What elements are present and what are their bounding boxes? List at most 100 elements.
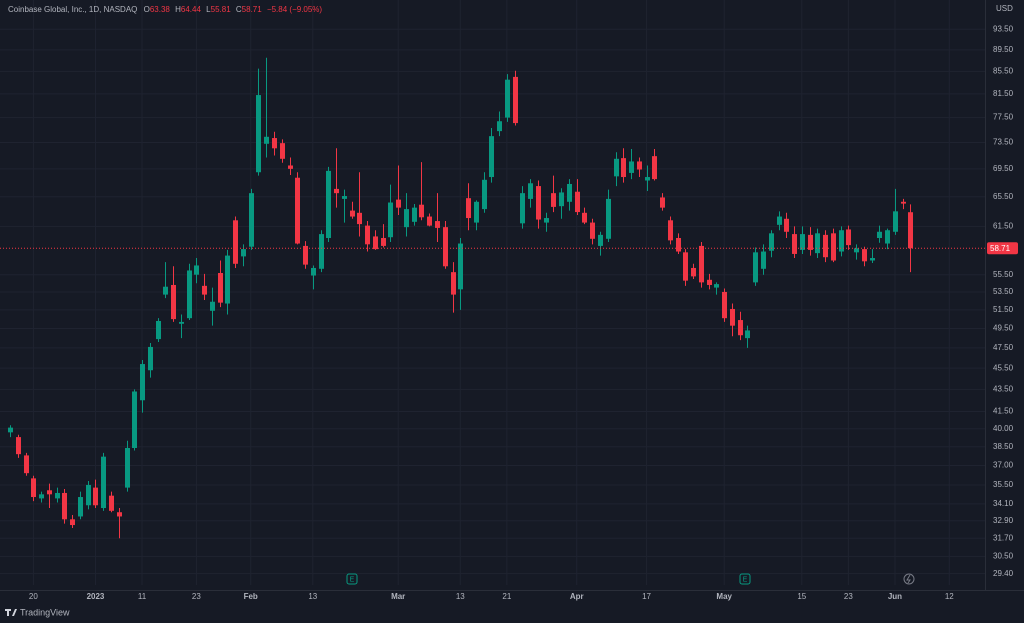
candle-body: [528, 183, 533, 199]
ohlc-value: 55.81: [211, 5, 232, 14]
candle-body: [870, 258, 875, 261]
candle-body: [551, 193, 556, 207]
candle-body: [404, 209, 409, 228]
candle-body: [815, 233, 820, 254]
y-tick-label: 93.50: [993, 24, 1014, 33]
candle-body: [179, 321, 184, 324]
candle-body: [745, 330, 750, 339]
candle-body: [784, 218, 789, 232]
change-label: −5.84 (−9.05%): [267, 5, 322, 14]
candle-body: [474, 201, 479, 223]
candle-body: [101, 456, 106, 509]
y-tick-label: 31.70: [993, 533, 1014, 542]
y-tick-label: 32.90: [993, 516, 1014, 525]
candle-body: [47, 490, 52, 495]
y-tick-label: 61.50: [993, 221, 1014, 230]
candle-body: [412, 207, 417, 222]
candle-body: [24, 455, 29, 474]
candle-body: [334, 188, 339, 194]
candle-body: [443, 227, 448, 267]
candle-body: [419, 204, 424, 218]
candle-body: [567, 183, 572, 202]
y-tick-label: 89.50: [993, 45, 1014, 54]
x-tick-label: 20: [29, 592, 38, 601]
candle-body: [497, 121, 502, 132]
candle-body: [606, 198, 611, 239]
candle-body: [78, 497, 83, 517]
event-label: E: [743, 576, 748, 583]
candle-body: [722, 291, 727, 319]
candle-body: [482, 179, 487, 210]
y-tick-label: 34.10: [993, 499, 1014, 508]
y-tick-label: 77.50: [993, 113, 1014, 122]
candle-body: [225, 255, 230, 304]
candle-body: [792, 234, 797, 254]
candle-body: [846, 229, 851, 246]
candle-body: [466, 198, 471, 219]
candle-body: [769, 233, 774, 251]
brand-name: TradingView: [20, 607, 70, 617]
candle-body: [280, 143, 285, 159]
candle-body: [730, 308, 735, 326]
candle-body: [357, 212, 362, 225]
candle-body: [109, 495, 114, 511]
candle-body: [908, 212, 913, 249]
y-tick-label: 85.50: [993, 66, 1014, 75]
candle-body: [505, 79, 510, 118]
candle-body: [893, 211, 898, 232]
last-price-label: 58.71: [990, 244, 1011, 253]
candle-body: [877, 231, 882, 239]
y-tick-label: 55.50: [993, 270, 1014, 279]
candle-body: [171, 284, 176, 320]
candle-body: [707, 279, 712, 285]
candle-body: [39, 494, 44, 499]
x-tick-label: 11: [138, 592, 147, 601]
candle-body: [311, 267, 316, 276]
candle-body: [621, 158, 626, 178]
y-tick-label: 37.00: [993, 461, 1014, 470]
candle-body: [590, 222, 595, 239]
ohlc-value: 64.44: [181, 5, 202, 14]
candle-body: [194, 265, 199, 275]
candle-body: [31, 478, 36, 498]
x-tick-label: 15: [797, 592, 806, 601]
candle-body: [458, 243, 463, 290]
candle-body: [862, 249, 867, 262]
candle-body: [156, 320, 161, 340]
candle-body: [753, 252, 758, 283]
candle-body: [645, 177, 650, 181]
candle-body: [381, 238, 386, 246]
candle-body: [132, 391, 137, 448]
candle-body: [901, 201, 906, 204]
candle-body: [614, 158, 619, 177]
x-tick-label: 13: [308, 592, 317, 601]
candle-body: [218, 272, 223, 303]
candle-body: [738, 320, 743, 336]
candle-body: [288, 165, 293, 169]
candle-body: [202, 285, 207, 295]
candle-body: [256, 95, 261, 173]
candle-body: [342, 196, 347, 199]
candle-body: [575, 191, 580, 213]
y-tick-label: 69.50: [993, 164, 1014, 173]
ohlc-label: L: [206, 5, 211, 14]
candle-body: [70, 519, 75, 526]
candle-body: [544, 218, 549, 223]
symbol-title: Coinbase Global, Inc., 1D, NASDAQ: [8, 5, 137, 14]
ohlc-value: 58.71: [242, 5, 263, 14]
candle-body: [233, 220, 238, 264]
candle-body: [388, 202, 393, 238]
y-tick-label: 81.50: [993, 89, 1014, 98]
y-tick-label: 65.50: [993, 192, 1014, 201]
candle-body: [520, 193, 525, 224]
y-tick-label: 29.40: [993, 569, 1014, 578]
candle-body: [652, 156, 657, 180]
y-tick-label: 49.50: [993, 324, 1014, 333]
candle-body: [699, 245, 704, 283]
candle-body: [117, 512, 122, 517]
candle-body: [489, 136, 494, 178]
candle-body: [668, 220, 673, 241]
ohlc-label: H: [175, 5, 181, 14]
